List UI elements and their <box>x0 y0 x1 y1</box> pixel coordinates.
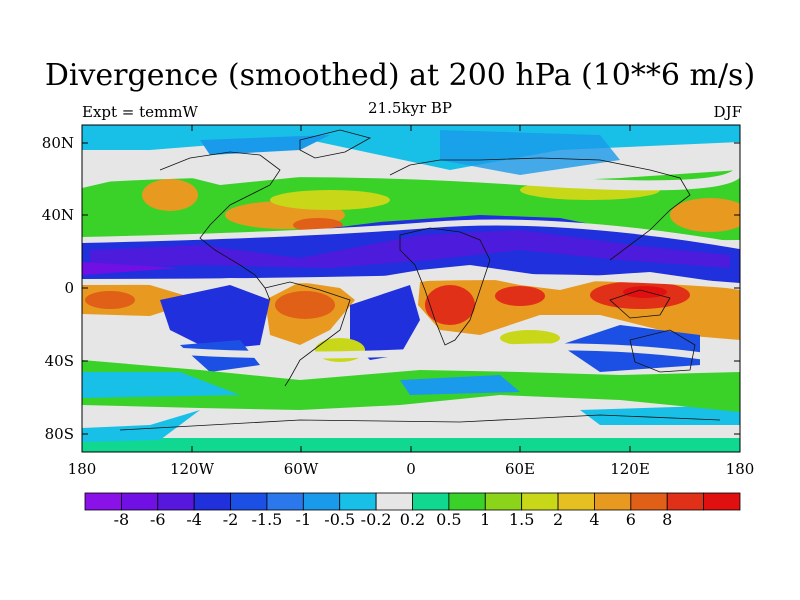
colorbar-label: -0.2 <box>360 510 392 529</box>
colorbar-box <box>120 492 159 511</box>
coastlines <box>119 129 721 431</box>
divergence-field <box>82 125 740 452</box>
colorbar-box <box>630 492 668 511</box>
colorbar-box <box>230 492 268 511</box>
season-label: DJF <box>713 103 742 121</box>
colorbar-label: 1 <box>480 510 491 529</box>
y-tick-label: 40S <box>44 352 74 370</box>
colorbar-label: 6 <box>625 510 636 529</box>
period-label: 21.5kyr BP <box>367 99 453 117</box>
colorbar-box <box>521 492 559 511</box>
x-tick-label: 60E <box>504 460 536 478</box>
y-tick-label: 0 <box>64 279 74 297</box>
colorbar-box <box>157 492 195 511</box>
colorbar-label: -6 <box>149 510 166 529</box>
y-tick-label: 80S <box>44 425 74 443</box>
colorbar-box <box>302 492 341 511</box>
x-tick-label: 180 <box>67 460 97 478</box>
colorbar-box <box>703 492 741 511</box>
x-tick-label: 60W <box>283 460 319 478</box>
colorbar-box <box>666 492 705 511</box>
colorbar-label: -2 <box>222 510 239 529</box>
colorbar-box <box>412 492 450 511</box>
axis-ticks <box>81 125 741 452</box>
colorbar-box <box>84 492 122 511</box>
colorbar-label: 0.2 <box>399 510 426 529</box>
colorbar-label: 4 <box>589 510 600 529</box>
colorbar-label: -0.5 <box>324 510 356 529</box>
x-tick-label: 180 <box>725 460 755 478</box>
colorbar-label: 8 <box>662 510 673 529</box>
colorbar-box <box>594 492 632 511</box>
experiment-label: Expt = temmW <box>82 103 198 121</box>
x-tick-label: 120W <box>169 460 215 478</box>
colorbar-label: 2 <box>552 510 564 529</box>
colorbar-box <box>193 492 231 511</box>
colorbar-label: -4 <box>186 510 202 529</box>
colorbar-box <box>557 492 595 511</box>
x-tick-label: 0 <box>406 460 416 478</box>
colorbar-box <box>375 492 413 511</box>
colorbar-label: 0.5 <box>436 510 462 529</box>
colorbar-box <box>266 492 304 511</box>
colorbar <box>84 492 741 511</box>
colorbar-label: -8 <box>113 510 130 529</box>
plot-title: Divergence (smoothed) at 200 hPa (10**6 … <box>44 58 756 93</box>
y-tick-label: 40N <box>41 206 74 224</box>
x-tick-label: 120E <box>610 460 650 478</box>
y-tick-label: 80N <box>41 134 74 152</box>
colorbar-box <box>484 492 523 511</box>
colorbar-label: 1.5 <box>508 510 535 529</box>
colorbar-label: -1 <box>295 510 312 529</box>
colorbar-box <box>339 492 377 511</box>
colorbar-label: -1.5 <box>251 510 283 529</box>
colorbar-box <box>448 492 486 511</box>
